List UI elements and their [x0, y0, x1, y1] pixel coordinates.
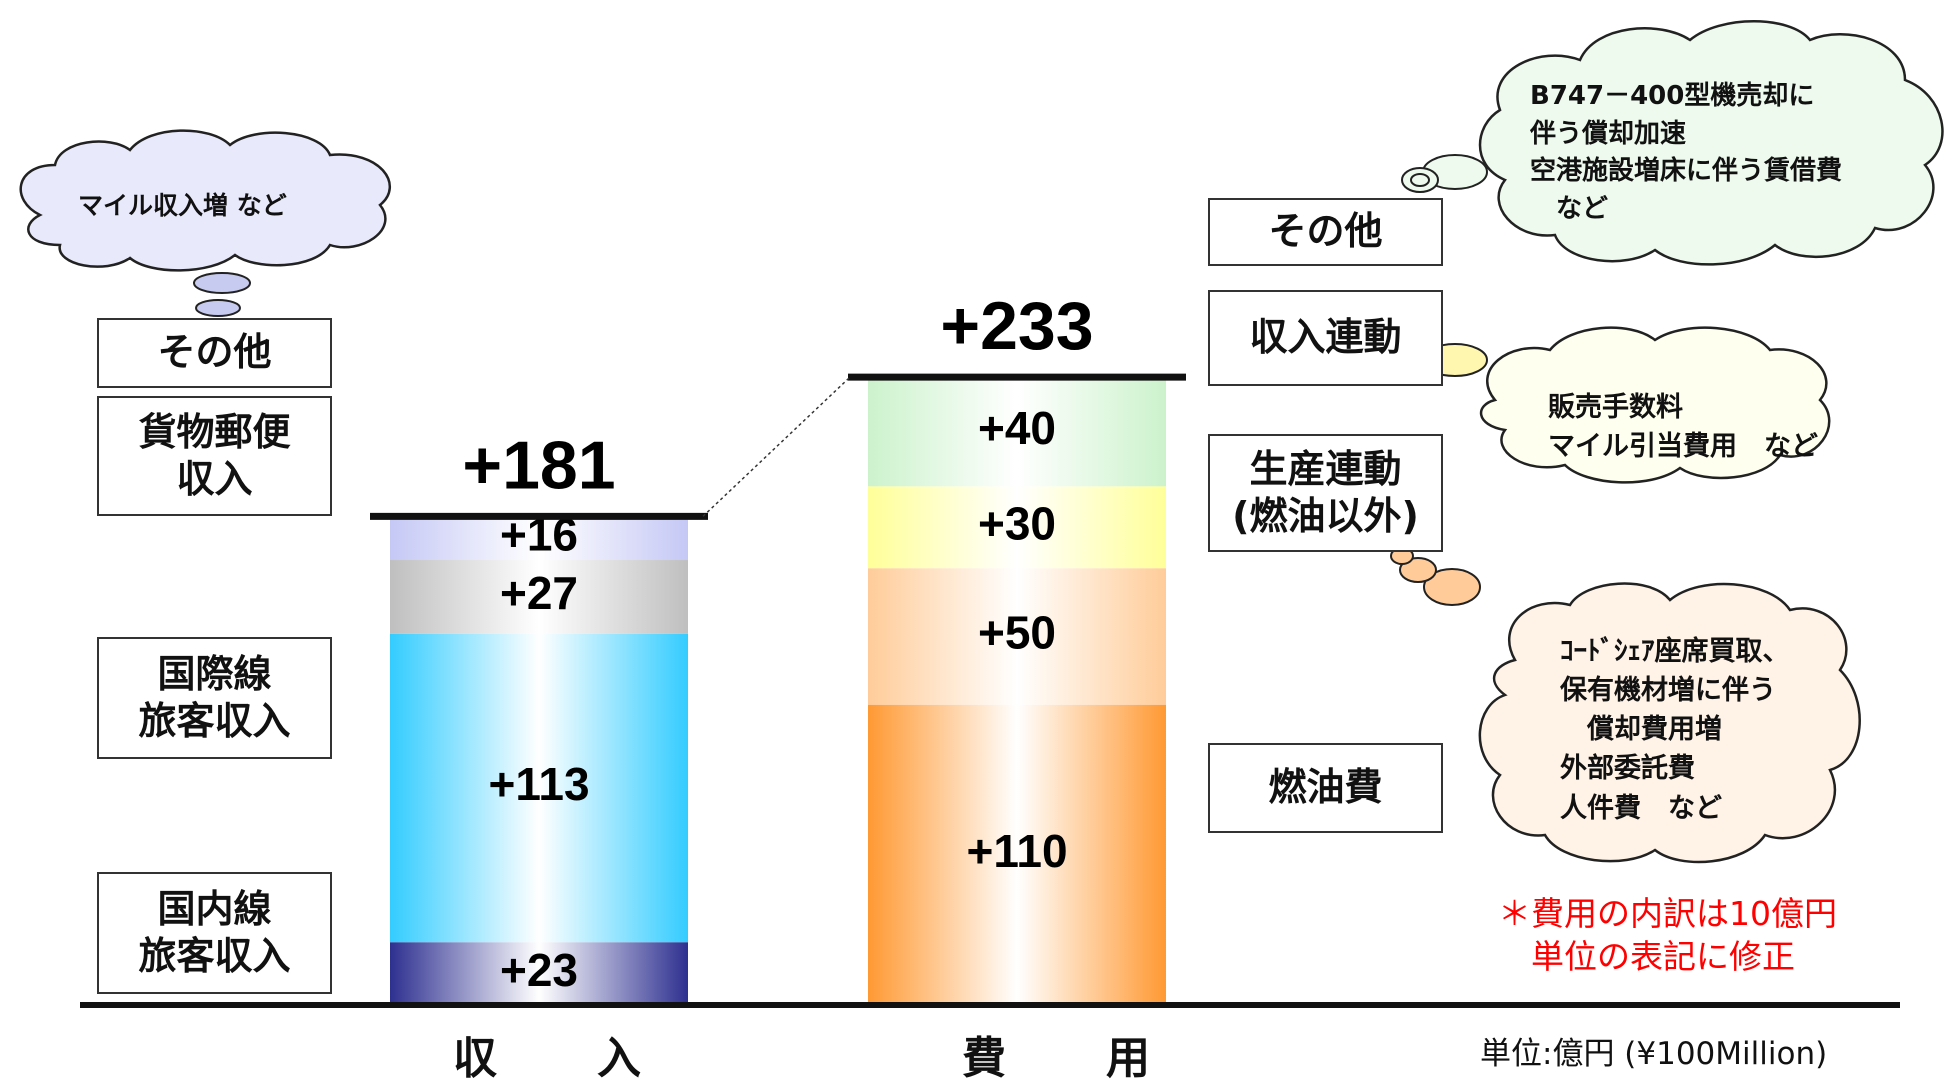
category-box-cargo-mail: 貨物郵便 収入	[97, 396, 332, 516]
total-label-0: +181	[462, 427, 615, 503]
annotation-mile-revenue: マイル収入増 など	[78, 190, 287, 223]
unit-label: 単位:億円 (¥100Million)	[1480, 1028, 1827, 1073]
data-label-1-0: +110	[966, 825, 1067, 877]
correction-note: ＊費用の内訳は10億円 単位の表記に修正	[1498, 893, 1837, 979]
category-box-international-passenger: 国際線 旅客収入	[97, 637, 332, 759]
data-label-0-0: +23	[500, 944, 578, 996]
category-box-other-revenue: その他	[97, 318, 332, 388]
total-label-1: +233	[940, 288, 1093, 364]
data-label-1-1: +50	[978, 607, 1056, 659]
category-box-other-costs: その他	[1208, 198, 1443, 266]
category-box-revenue-linked: 収入連動	[1208, 290, 1443, 386]
annotation-other-costs: B747－400型機売却に 伴う償却加速 空港施設増床に伴う賃借費 など	[1530, 78, 1842, 229]
axis-label-revenue: 収 入	[453, 1022, 669, 1086]
data-label-1-3: +40	[978, 402, 1056, 454]
cloud-mile-revenue	[21, 131, 390, 334]
category-box-production-linked: 生産連動 (燃油以外)	[1208, 434, 1443, 552]
annotation-production-linked: ｺｰﾄﾞｼｪｱ座席買取、 保有機材増に伴う 償却費用増 外部委託費 人件費 など	[1560, 632, 1790, 828]
total-connector	[703, 377, 850, 516]
axis-label-costs: 費 用	[962, 1022, 1178, 1086]
category-box-domestic-passenger: 国内線 旅客収入	[97, 872, 332, 994]
data-label-1-2: +30	[978, 497, 1056, 549]
data-label-0-2: +27	[500, 567, 578, 619]
category-box-fuel: 燃油費	[1208, 743, 1443, 833]
data-label-0-1: +113	[488, 758, 589, 810]
annotation-revenue-linked: 販売手数料 マイル引当費用 など	[1548, 388, 1818, 466]
